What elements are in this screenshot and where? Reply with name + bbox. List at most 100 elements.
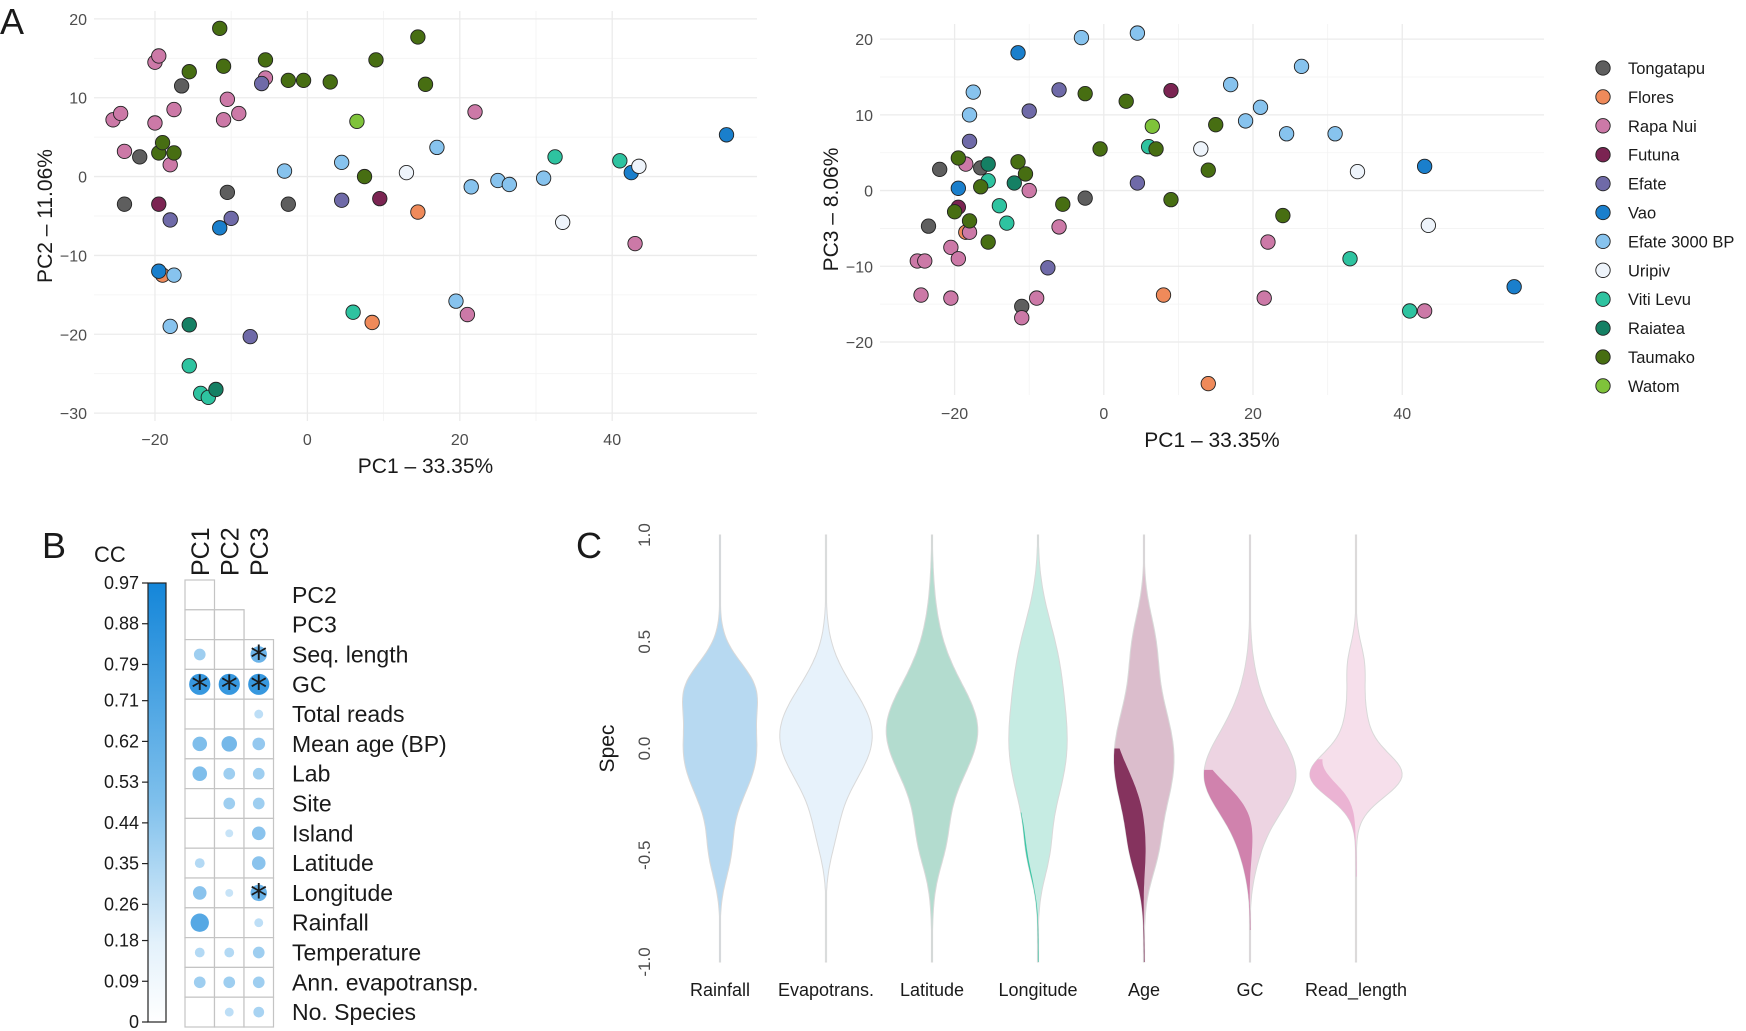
- pc1-pc3-point: [961, 213, 978, 229]
- heatmap-column-label: PC3: [246, 527, 274, 576]
- pc1-pc2-x-tick-label: −20: [141, 432, 168, 449]
- heatmap-dot: [224, 1007, 234, 1017]
- violin-body: [681, 534, 759, 963]
- pc1-pc3-point: [1256, 290, 1272, 306]
- pc1-pc3-point: [913, 287, 929, 303]
- heatmap-row-label: Latitude: [292, 850, 374, 876]
- pc1-pc3-y-tick-label: −10: [846, 259, 873, 276]
- pc1-pc2-point: [372, 191, 388, 207]
- violin-y-axis-label: Spec: [596, 725, 619, 773]
- heatmap-row-label: Temperature: [292, 940, 421, 966]
- pc1-pc3-point: [1223, 76, 1239, 93]
- pc1-pc2-point: [631, 158, 647, 174]
- heatmap-row-label: Longitude: [292, 880, 393, 906]
- heatmap-row-label: Site: [292, 791, 332, 817]
- pc1-pc2-point: [116, 143, 133, 159]
- pc1-pc3-point: [1077, 86, 1093, 102]
- heatmap-dot: [252, 767, 265, 780]
- colorbar-tick-label: 0.79: [104, 654, 139, 674]
- heatmap-dot: [194, 947, 205, 958]
- heatmap-dot: [223, 976, 236, 989]
- pc1-pc3-point: [1260, 234, 1276, 250]
- violin-body: [1008, 534, 1068, 963]
- pc1-pc3-point: [999, 215, 1015, 231]
- pc1-pc2-y-tick-label: −10: [60, 248, 87, 265]
- heatmap-dot: [252, 976, 265, 989]
- pc1-pc3-point: [1014, 310, 1030, 326]
- colorbar-tick-label: 0.62: [104, 731, 139, 751]
- pc1-pc3-point: [1051, 219, 1067, 235]
- heatmap-dot: [223, 797, 236, 810]
- pc1-pc2-point: [132, 149, 148, 165]
- violin-highlight: [1204, 769, 1253, 930]
- pc1-pc3-point: [1092, 141, 1108, 157]
- pc1-pc3-point: [1200, 375, 1216, 392]
- violin-highlight: [1114, 748, 1146, 962]
- violin-y-tick-label: 0.5: [635, 630, 654, 654]
- legend-label: Vao: [1628, 205, 1656, 223]
- heatmap-cell: [184, 996, 216, 1028]
- panel-label-c: C: [576, 525, 602, 566]
- violin-y-tick-label: 0.0: [635, 737, 654, 761]
- heatmap-row-label: GC: [292, 671, 327, 697]
- pc1-pc2-point: [448, 293, 464, 309]
- pc1-pc2-point: [208, 381, 224, 398]
- violin-body: [1203, 534, 1297, 963]
- violin-category-label: Age: [1128, 980, 1160, 1000]
- pc1-pc2-point: [231, 105, 247, 122]
- pc1-pc3-point: [1342, 251, 1358, 267]
- heatmap-cell: [184, 787, 216, 819]
- pc1-pc2-point: [627, 235, 643, 252]
- heatmap-row-label: Total reads: [292, 701, 405, 727]
- pca-plot-pc1-pc3: −20 0 20 40 −20 −10 0 10 20 PC1 – 33.35% PC3 – 8.0…: [820, 24, 1544, 452]
- pc1-pc2-point: [398, 164, 415, 181]
- pc1-pc3-y-tick-label: −20: [846, 335, 873, 352]
- pc1-pc2-point: [212, 20, 228, 36]
- pc1-pc3-point: [1006, 175, 1022, 191]
- heatmap-column-label: PC2: [216, 527, 244, 576]
- legend-marker: [1595, 89, 1611, 105]
- pc1-pc2-point: [181, 64, 197, 80]
- violin-body: [1309, 534, 1403, 963]
- violin-category-label: GC: [1237, 980, 1264, 1000]
- heatmap-cell: [213, 638, 245, 670]
- pc1-pc2-x-tick-label: 40: [603, 432, 621, 449]
- pca-plot-pc1-pc2: −20 0 20 40 −30 −20 −10 0 10 20 PC1 – 33.35% PC2 – …: [34, 11, 757, 478]
- heatmap-row-label: Island: [292, 820, 353, 846]
- heatmap-dot: [194, 858, 205, 868]
- heatmap-cell: [184, 638, 216, 670]
- pc1-pc2-point: [334, 154, 350, 171]
- pc1-pc2-point: [417, 76, 434, 92]
- pc1-pc3-point: [1293, 58, 1310, 75]
- violin-category-label: Read_length: [1305, 980, 1407, 1001]
- significance-marker: *: [250, 877, 267, 917]
- heatmap-dot: [254, 709, 264, 719]
- pc1-pc3-point: [932, 161, 948, 178]
- colorbar-tick-label: 0.97: [104, 573, 139, 593]
- colorbar-tick-label: 0.18: [104, 931, 139, 951]
- pc1-pc2-point: [257, 52, 274, 68]
- colorbar: [147, 582, 167, 1023]
- pc1-pc3-point: [1155, 287, 1172, 303]
- pc1-pc3-point: [1021, 103, 1037, 119]
- legend-label: Raiatea: [1628, 320, 1686, 338]
- pc1-pc2-point: [463, 179, 479, 195]
- pc1-pc2-point: [410, 29, 426, 45]
- pc1-pc2-point: [555, 214, 571, 230]
- pc1-pc3-point: [1077, 190, 1093, 206]
- pc1-pc3-point: [1010, 45, 1026, 61]
- pc1-pc3-point: [973, 179, 989, 195]
- heatmap-cell: [184, 698, 216, 730]
- pc1-pc2-point: [410, 204, 426, 220]
- heatmap-dot: [190, 913, 209, 932]
- pc1-pc2-point: [254, 75, 270, 92]
- legend-marker: [1595, 147, 1611, 163]
- pc1-pc3-point: [991, 198, 1008, 214]
- pc1-pc2-point: [116, 196, 133, 212]
- pc1-pc3-point: [950, 251, 966, 267]
- pc1-pc2-point: [612, 153, 628, 169]
- pc1-pc3-point: [980, 156, 996, 172]
- heatmap-dot: [251, 826, 266, 841]
- pc1-pc2-point: [219, 184, 236, 200]
- legend-marker: [1595, 175, 1611, 192]
